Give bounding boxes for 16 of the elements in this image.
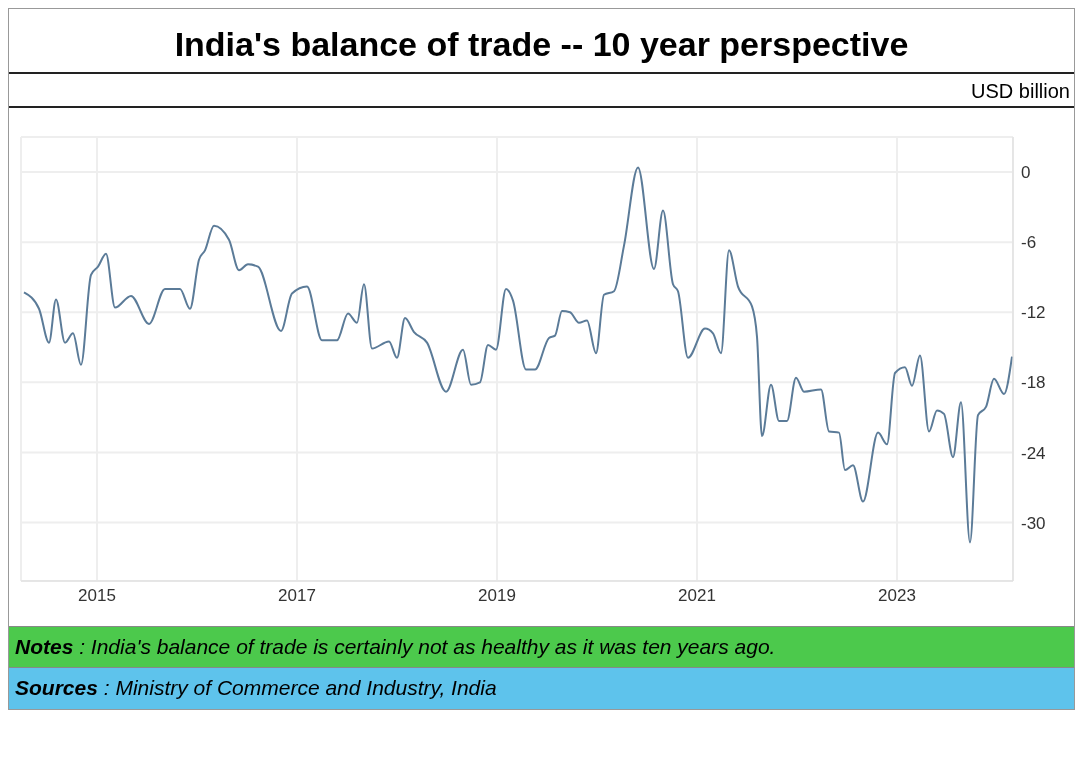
y-tick-label: 0 [1021,163,1031,183]
y-axis-title: USD billion [9,74,1074,108]
text: Notes : India's balance of trade is certainly not as healthy as it was ten years ago. [9,626,1074,668]
x-tick-label: 2021 [678,586,716,606]
y-tick-label: -24 [1021,443,1046,463]
x-tick-label: 2017 [278,586,316,606]
x-tick-label: 2015 [78,586,116,606]
y-tick-label: -12 [1021,303,1046,323]
x-tick-label: 2019 [478,586,516,606]
y-tick-label: -18 [1021,373,1046,393]
source-note: Sources : Ministry of Commerce and Industry, India [9,667,1074,709]
y-tick-label: -30 [1021,513,1046,533]
chart-title: India's balance of trade -- 10 year perspective [9,9,1074,74]
y-tick-label: -6 [1021,233,1037,253]
line-series [23,166,1013,544]
x-tick-label: 2023 [878,586,916,606]
